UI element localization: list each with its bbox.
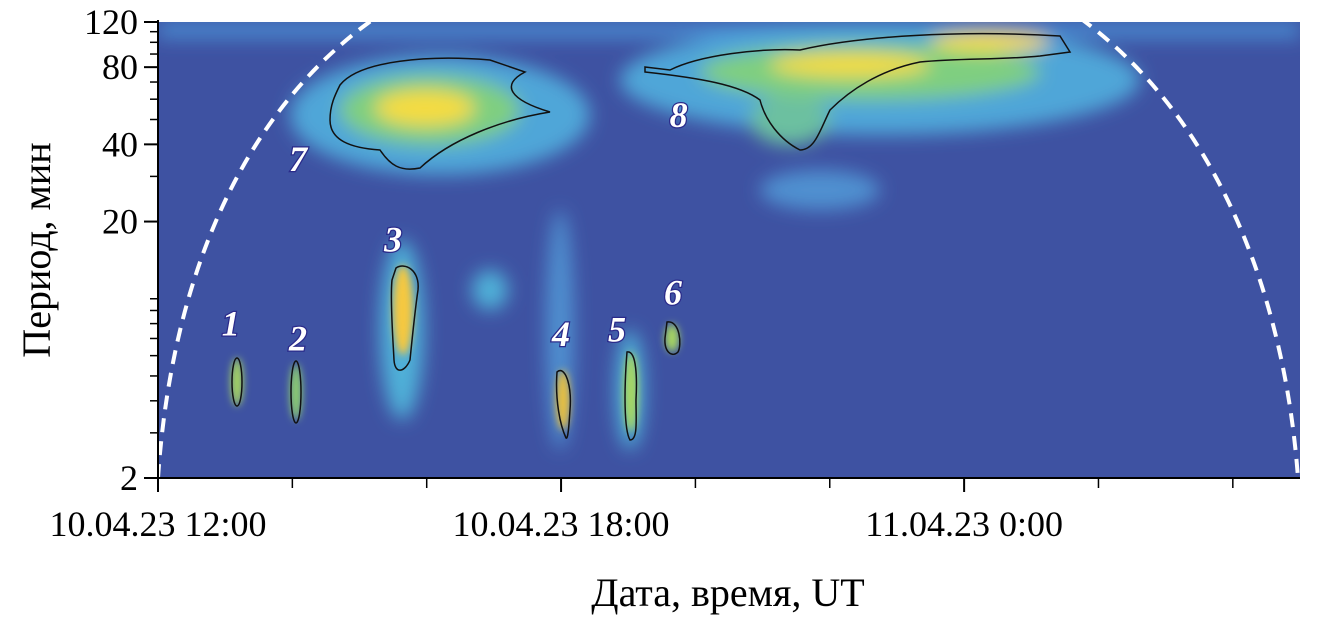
annotation: 8 — [670, 95, 688, 135]
annotation: 3 — [383, 220, 402, 260]
contour — [624, 351, 638, 441]
annotation: 7 — [289, 139, 309, 179]
y-tick-label: 2 — [120, 458, 138, 498]
x-tick-label: 10.04.23 12:00 — [49, 504, 266, 544]
y-tick-label: 80 — [102, 47, 138, 87]
contour — [664, 321, 681, 356]
axes — [157, 20, 1300, 479]
spectrum-blob — [472, 270, 508, 310]
coi-right — [1081, 22, 1300, 478]
annotation: 5 — [608, 309, 626, 349]
annotation: 4 — [551, 314, 570, 354]
spectrum-image — [158, 22, 1300, 478]
spectrum-peak — [665, 324, 679, 352]
spectrum-blob — [760, 170, 880, 210]
x-tick-label: 11.04.23 0:00 — [865, 504, 1063, 544]
y-axis-title: Период, мин — [14, 142, 59, 357]
annotation: 6 — [664, 272, 682, 312]
contour — [329, 57, 551, 170]
cone-of-influence — [158, 22, 1300, 478]
annotation: 1 — [222, 304, 240, 344]
x-axis-title: Дата, время, UT — [591, 570, 864, 615]
spectrum-peak — [290, 364, 302, 420]
contour — [290, 360, 302, 424]
spectrum-peak — [393, 265, 413, 355]
significance-contours — [231, 32, 1072, 441]
y-tick-label: 120 — [84, 2, 138, 42]
x-tick-label: 10.04.23 18:00 — [453, 504, 670, 544]
annotation: 2 — [288, 318, 307, 358]
spectrum-peak — [231, 358, 243, 406]
spectrum-blob — [375, 90, 475, 126]
spectrum-blob — [930, 32, 1050, 52]
y-tick-label: 20 — [102, 202, 138, 242]
contour — [644, 32, 1072, 151]
contour — [555, 369, 572, 439]
spectrum-peak — [624, 352, 638, 432]
contour — [390, 265, 419, 371]
contour — [231, 357, 243, 407]
spectrum-blob — [750, 95, 830, 145]
spectrum-blobs — [158, 22, 1300, 450]
coi-left — [158, 22, 373, 478]
y-tick-label: 40 — [102, 124, 138, 164]
